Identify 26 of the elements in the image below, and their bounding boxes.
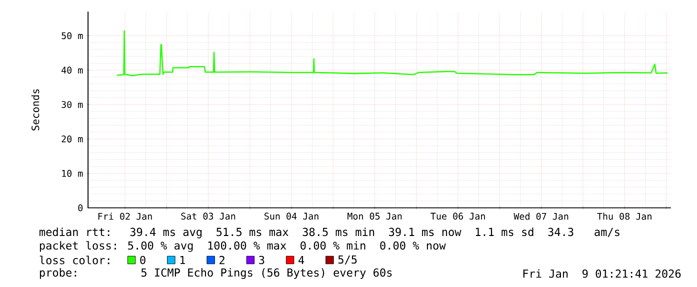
- line-series: [116, 30, 668, 76]
- legend-label: 2: [220, 256, 224, 264]
- x-tick-label: Wed 07 Jan: [514, 212, 568, 220]
- y-tick-label: 40 m: [62, 66, 83, 74]
- text: median rtt: 39.4 ms avg 51.5 ms max 38.5 ms min 39.1 ms now 1.1 ms sd 34.3 am/s: [40, 228, 620, 238]
- x-tick-label: Fri 02 Jan: [98, 212, 152, 220]
- legend-title: loss color:: [40, 256, 110, 264]
- y-tick-label: 10 m: [62, 170, 83, 177]
- text: Fri Jan 9 01:21:41 2026: [523, 269, 681, 278]
- text: packet loss: 5.00 % avg 100.00 % max 0.00 % min 0.00 % now: [40, 241, 446, 252]
- y-tick-label: 30 m: [62, 101, 83, 108]
- x-tick-label: Thu 08 Jan: [597, 212, 652, 220]
- y-axis-title: Seconds: [31, 89, 40, 130]
- legend-label: 3: [259, 256, 264, 264]
- y-tick-label: 50 m: [62, 32, 83, 40]
- x-tick-label: Mon 05 Jan: [348, 212, 402, 220]
- legend-label: 0: [140, 256, 146, 264]
- legend-label: 4: [298, 256, 304, 264]
- legend-label: 5/5: [338, 255, 357, 265]
- y-tick-label: 0: [78, 204, 83, 212]
- y-tick-label: 20 m: [62, 135, 83, 142]
- legend-label: 1: [180, 256, 185, 264]
- x-tick-label: Sat 03 Jan: [181, 212, 236, 220]
- x-tick-label: Sun 04 Jan: [264, 212, 318, 220]
- x-tick-label: Tue 06 Jan: [430, 212, 485, 220]
- text: probe: 5 ICMP Echo Pings (56 Bytes) every 60s: [40, 268, 392, 279]
